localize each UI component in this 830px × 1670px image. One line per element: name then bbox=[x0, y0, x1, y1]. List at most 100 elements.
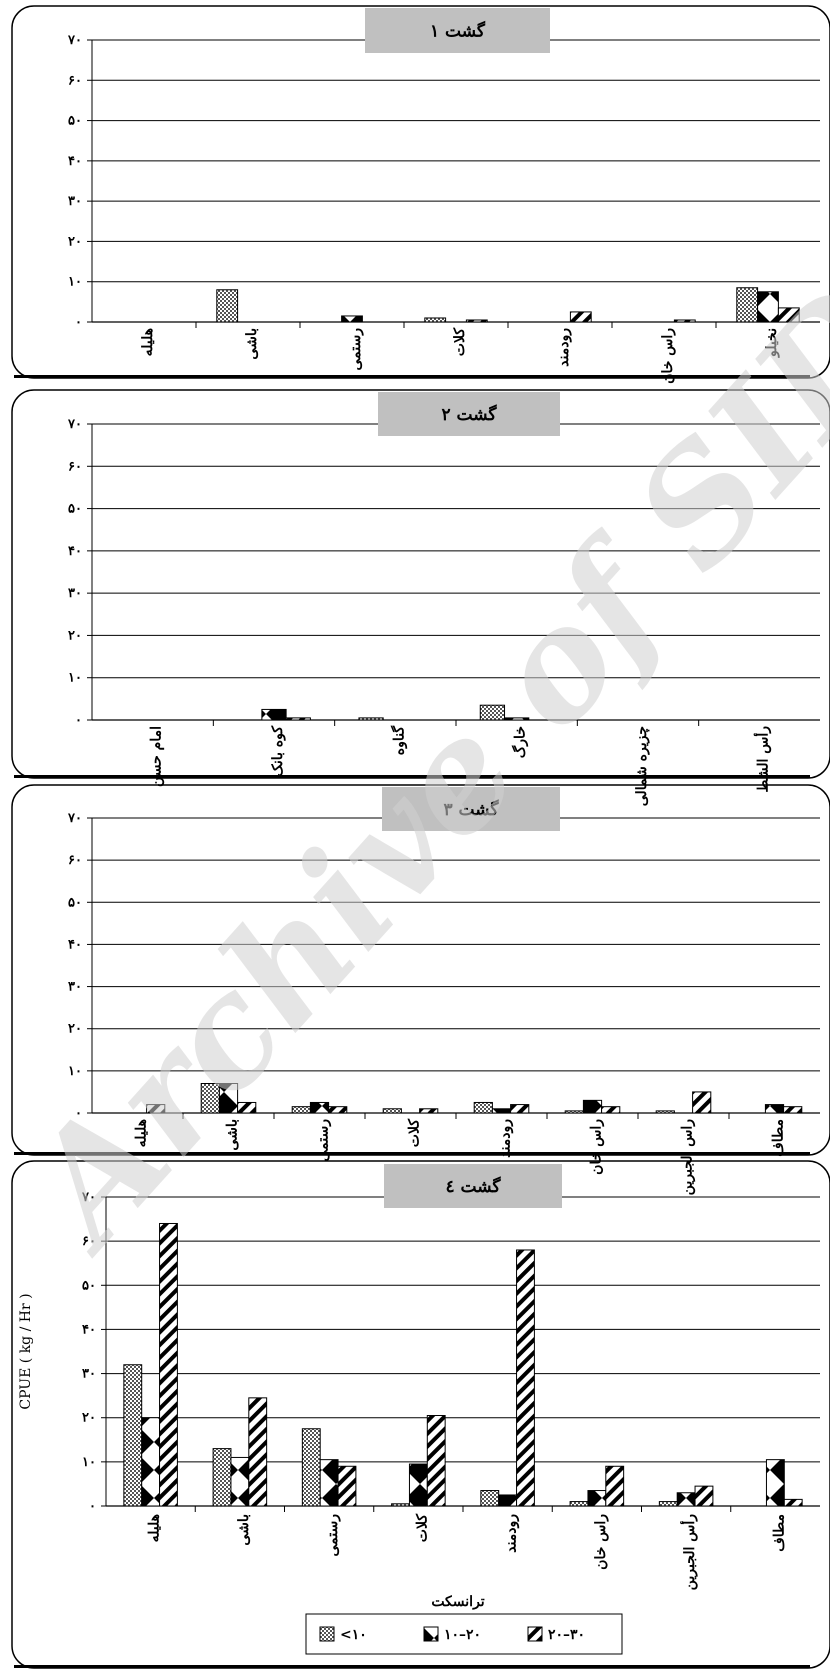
chart-panel-4: ۰ ۱۰ ۲۰ ۳۰ ۴۰ ۵۰ ۶۰ ۷۰ هلیله باشی رستمی کلات رودمند ر… bbox=[11, 1160, 830, 1669]
bar-series-3-راس خان bbox=[673, 319, 696, 323]
bar-series-3-هلیله bbox=[146, 1104, 166, 1114]
bar-series-3-رستمی bbox=[337, 1465, 357, 1507]
y-tick-label: ۱۰ bbox=[68, 671, 82, 686]
bar-series-3-مطاف bbox=[783, 1498, 803, 1507]
bar-series-3-رودمند bbox=[510, 1104, 530, 1114]
y-tick-label: ۳۰ bbox=[68, 194, 82, 209]
bar-series-3-کلات bbox=[465, 319, 488, 323]
panel-shadow bbox=[14, 375, 810, 378]
x-category-label: هلیله bbox=[134, 1119, 150, 1147]
x-category-label: هلیله bbox=[140, 328, 156, 356]
bar-series-2-مطاف bbox=[765, 1459, 785, 1507]
chart-title-box bbox=[365, 8, 550, 53]
x-category-label: امام حسن bbox=[149, 726, 165, 787]
chart-title: گشت ۳ bbox=[443, 799, 499, 820]
bar-series-1-هلیله bbox=[123, 1364, 143, 1507]
legend-swatch-3 bbox=[527, 1626, 543, 1642]
bar-series-2-کلات bbox=[408, 1463, 428, 1507]
x-category-label: کلات bbox=[452, 328, 468, 357]
x-category-label: گناوه bbox=[390, 726, 407, 756]
bar-series-2-رأس الجبرین bbox=[676, 1492, 696, 1507]
y-tick-label: ۴۰ bbox=[82, 1322, 96, 1337]
y-tick-label: ۰ bbox=[89, 1499, 96, 1514]
y-tick-label: ۵۰ bbox=[68, 502, 82, 517]
y-tick-label: ۰ bbox=[75, 1106, 82, 1121]
bar-series-1-کلات bbox=[424, 317, 447, 323]
x-category-label: مطاف bbox=[771, 1514, 787, 1552]
bar-series-3-رأس الجبرین bbox=[694, 1485, 714, 1507]
y-tick-label: ۱۰ bbox=[68, 1064, 82, 1079]
y-tick-label: ۲۰ bbox=[68, 628, 82, 643]
panel-shadow bbox=[14, 1665, 810, 1668]
legend-swatch-1 bbox=[319, 1626, 335, 1642]
x-category-label: چزیره شمالی bbox=[634, 726, 650, 806]
bar-series-3-باشی bbox=[248, 1397, 268, 1507]
y-tick-label: ۷۰ bbox=[67, 417, 82, 432]
x-category-label: رستمی bbox=[325, 1514, 341, 1557]
bar-series-2-رودمند bbox=[491, 1108, 512, 1114]
bar-series-3-هلیله bbox=[159, 1222, 178, 1507]
chart-title-box bbox=[384, 1164, 562, 1208]
y-tick-label: ۶۰ bbox=[68, 853, 82, 868]
bar-series-1-راس خان bbox=[564, 1110, 584, 1114]
y-axis-label: CPUE ( kg / Hr ) bbox=[18, 1293, 34, 1409]
y-tick-label: ۶۰ bbox=[82, 1234, 96, 1249]
bar-series-1-کلات bbox=[382, 1108, 402, 1114]
y-tick-label: ۱۰ bbox=[68, 275, 82, 290]
y-tick-label: ۲۰ bbox=[82, 1411, 96, 1426]
bar-series-2-راس خان bbox=[582, 1099, 603, 1114]
bar-series-1-رودمند bbox=[473, 1101, 493, 1114]
x-category-label: رستمی bbox=[348, 328, 364, 371]
bar-series-2-باشی bbox=[218, 1083, 239, 1114]
bar-series-2-نخیلو bbox=[757, 291, 779, 323]
chart-title: گشت ۲ bbox=[441, 404, 497, 425]
panel-shadow bbox=[14, 775, 810, 778]
y-tick-label: ۷۰ bbox=[67, 33, 82, 48]
legend-swatch-2 bbox=[423, 1626, 439, 1642]
bar-series-1-گناوه bbox=[358, 717, 384, 721]
bar-series-3-راس الجبرین bbox=[692, 1091, 712, 1114]
chart-title: گشت ۱ bbox=[430, 21, 486, 42]
bar-series-2-رستمی bbox=[309, 1101, 330, 1114]
x-category-label: باشی bbox=[225, 1119, 241, 1151]
y-tick-label: ۱۰ bbox=[82, 1455, 96, 1470]
chart-title-box bbox=[382, 787, 560, 831]
legend: <۱۰ ۱۰–۲۰ ۲۰–۳۰ bbox=[305, 1613, 623, 1655]
y-tick-label: ۲۰ bbox=[68, 1022, 82, 1037]
bar-series-3-کوه بانک bbox=[285, 717, 311, 721]
bar-series-3-باشی bbox=[237, 1101, 257, 1114]
y-tick-label: ۷۰ bbox=[81, 1190, 96, 1205]
bar-series-2-مطاف bbox=[764, 1104, 785, 1114]
x-category-label: خارگ bbox=[512, 726, 529, 758]
x-category-label: راس خان bbox=[660, 328, 676, 384]
x-category-label: کلات bbox=[414, 1514, 430, 1543]
x-category-label: هلیله bbox=[147, 1514, 163, 1542]
bar-series-1-رستمی bbox=[291, 1106, 311, 1114]
bar-series-2-رستمی bbox=[341, 315, 363, 323]
bar-series-1-راس الجبرین bbox=[655, 1110, 675, 1114]
bar-series-1-باشی bbox=[216, 289, 239, 323]
bar-series-1-کلات bbox=[391, 1503, 410, 1507]
bar-series-2-رودمند bbox=[498, 1494, 518, 1507]
y-tick-label: ۳۰ bbox=[68, 980, 82, 995]
x-category-label: رودمند bbox=[504, 1514, 520, 1553]
y-tick-label: ۵۰ bbox=[68, 114, 82, 129]
bar-series-1-رستمی bbox=[301, 1428, 321, 1507]
bar-series-3-راس خان bbox=[601, 1106, 621, 1114]
bar-series-3-کلات bbox=[419, 1108, 439, 1114]
x-category-label: رستمی bbox=[316, 1119, 332, 1162]
chart-panel-3: ۰ ۱۰ ۲۰ ۳۰ ۴۰ ۵۰ ۶۰ ۷۰ هلیله باشی رستمی کلات رودمند ر… bbox=[11, 784, 830, 1195]
y-tick-label: ۰ bbox=[75, 315, 82, 330]
bar-series-1-راس خان bbox=[569, 1501, 589, 1507]
y-tick-label: ۳۰ bbox=[82, 1367, 96, 1382]
bar-series-2-باشی bbox=[230, 1456, 250, 1507]
y-tick-label: ۶۰ bbox=[68, 73, 82, 88]
y-tick-label: ۷۰ bbox=[67, 811, 82, 826]
y-tick-label: ۳۰ bbox=[68, 586, 82, 601]
y-tick-label: ۴۰ bbox=[68, 544, 82, 559]
bar-series-3-مطاف bbox=[783, 1106, 803, 1114]
x-category-label: رودمند bbox=[498, 1119, 514, 1158]
x-category-label: کلات bbox=[407, 1119, 423, 1148]
y-tick-label: ۲۰ bbox=[68, 234, 82, 249]
